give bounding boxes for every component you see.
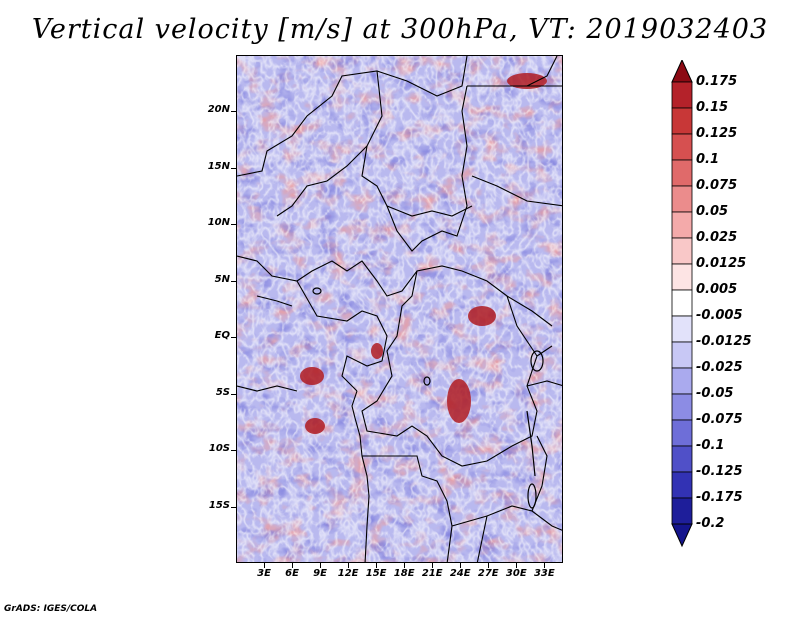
colorbar-label: -0.175 — [696, 490, 743, 505]
colorbar-label: -0.005 — [696, 308, 743, 323]
colorbar-segment — [671, 133, 693, 161]
colorbar-label: 0.1 — [696, 152, 720, 167]
colorbar-segment — [671, 185, 693, 213]
lat-tick-mark — [231, 507, 236, 508]
lon-tick-mark — [292, 563, 293, 568]
lon-tick-mark — [516, 563, 517, 568]
lon-tick-label: 24E — [449, 568, 471, 579]
colorbar-label: 0.05 — [696, 204, 729, 219]
lat-tick-mark — [231, 337, 236, 338]
field-near-zero — [237, 56, 562, 562]
lakes — [312, 287, 544, 509]
lat-tick-label: 20N — [207, 104, 230, 116]
lon-tick-mark — [460, 563, 461, 568]
colorbar-label: -0.075 — [696, 412, 743, 427]
lat-tick-label: 15S — [208, 499, 230, 511]
lat-tick-mark — [231, 224, 236, 225]
lon-tick-label: 27E — [477, 568, 499, 579]
colorbar — [671, 60, 693, 548]
velocity-field-map — [237, 56, 562, 562]
lon-tick-label: 9E — [313, 568, 327, 579]
lon-tick-label: 6E — [285, 568, 299, 579]
lon-tick-label: 3E — [257, 568, 271, 579]
colorbar-label: -0.025 — [696, 360, 743, 375]
colorbar-label: 0.005 — [696, 282, 738, 297]
lon-tick-mark — [264, 563, 265, 568]
lat-tick-label: 15N — [207, 160, 230, 172]
lon-tick-label: 18E — [393, 568, 415, 579]
lat-tick-label: 10S — [208, 443, 230, 455]
lon-tick-label: 12E — [337, 568, 359, 579]
lat-tick-mark — [231, 111, 236, 112]
map-plot-area — [236, 55, 563, 563]
lat-tick-label: 10N — [207, 217, 230, 229]
colorbar-segment — [671, 211, 693, 239]
colorbar-label: 0.175 — [696, 74, 738, 89]
colorbar-segment — [671, 445, 693, 473]
lat-tick-mark — [231, 394, 236, 395]
lat-tick-mark — [231, 450, 236, 451]
lon-tick-mark — [376, 563, 377, 568]
colorbar-top-cap — [671, 60, 693, 83]
colorbar-segment — [671, 393, 693, 421]
colorbar-segment — [671, 419, 693, 447]
lon-tick-label: 15E — [365, 568, 387, 579]
colorbar-label: -0.2 — [696, 516, 725, 531]
lon-tick-mark — [544, 563, 545, 568]
colorbar-bottom-cap — [671, 523, 693, 548]
colorbar-segment — [671, 81, 693, 109]
lon-tick-label: 30E — [505, 568, 527, 579]
colorbar-segment — [671, 341, 693, 369]
colorbar-segment — [671, 159, 693, 187]
lat-tick-mark — [231, 168, 236, 169]
colorbar-label: 0.0125 — [696, 256, 747, 271]
colorbar-label: 0.125 — [696, 126, 738, 141]
lon-tick-mark — [488, 563, 489, 568]
colorbar-segment — [671, 497, 693, 525]
lon-tick-mark — [432, 563, 433, 568]
lon-tick-mark — [348, 563, 349, 568]
chart-title: Vertical velocity [m/s] at 300hPa, VT: 2… — [31, 14, 769, 45]
colorbar-segment — [671, 315, 693, 343]
lat-tick-label: EQ — [214, 330, 230, 342]
colorbar-segment — [671, 471, 693, 499]
colorbar-segment — [671, 367, 693, 395]
lon-tick-mark — [404, 563, 405, 568]
strong-cores — [300, 73, 547, 434]
country-borders — [237, 56, 562, 562]
lat-tick-label: 5N — [214, 273, 230, 285]
lat-tick-label: 5S — [215, 386, 230, 398]
colorbar-label: 0.025 — [696, 230, 738, 245]
lon-tick-label: 33E — [533, 568, 555, 579]
colorbar-label: 0.075 — [696, 178, 738, 193]
grads-credit: GrADS: IGES/COLA — [4, 604, 98, 614]
lat-tick-mark — [231, 281, 236, 282]
lon-tick-label: 21E — [421, 568, 443, 579]
colorbar-label: 0.15 — [696, 100, 729, 115]
colorbar-segment — [671, 289, 693, 317]
colorbar-label: -0.05 — [696, 386, 734, 401]
colorbar-segment — [671, 237, 693, 265]
colorbar-label: -0.1 — [696, 438, 725, 453]
colorbar-segment — [671, 263, 693, 291]
lon-tick-mark — [320, 563, 321, 568]
colorbar-segment — [671, 107, 693, 135]
colorbar-label: -0.125 — [696, 464, 743, 479]
colorbar-label: -0.0125 — [696, 334, 752, 349]
